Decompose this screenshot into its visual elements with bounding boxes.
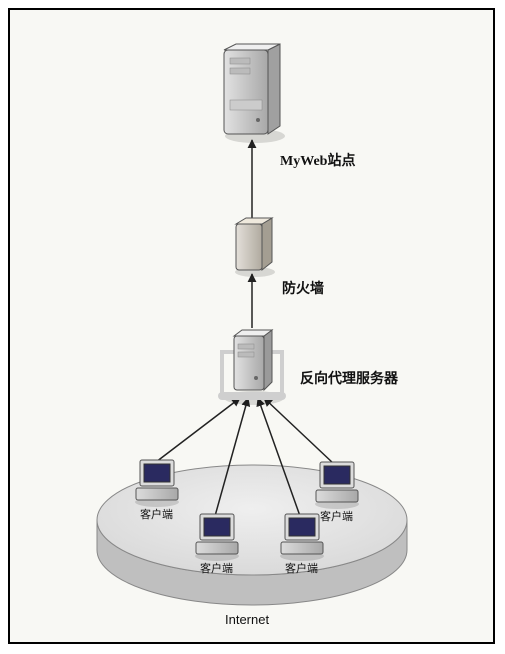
client-icon-2 bbox=[195, 514, 239, 561]
label-server: MyWeb站点 bbox=[280, 150, 355, 170]
label-proxy: 反向代理服务器 bbox=[300, 368, 398, 388]
server-icon bbox=[224, 44, 285, 143]
diagram-svg bbox=[0, 0, 505, 654]
label-client-2: 客户端 bbox=[200, 560, 233, 576]
label-client-4: 客户端 bbox=[320, 508, 353, 524]
edges bbox=[156, 140, 334, 516]
edge-c4-proxy bbox=[264, 398, 334, 464]
label-internet: Internet bbox=[225, 612, 269, 627]
label-client-1: 客户端 bbox=[140, 506, 173, 522]
label-firewall: 防火墙 bbox=[282, 278, 324, 298]
client-icon-1 bbox=[135, 460, 179, 507]
edge-c1-proxy bbox=[156, 398, 240, 462]
firewall-icon bbox=[235, 218, 275, 277]
proxy-icon bbox=[222, 330, 284, 405]
client-icon-4 bbox=[315, 462, 359, 509]
label-client-3: 客户端 bbox=[285, 560, 318, 576]
client-icon-3 bbox=[280, 514, 324, 561]
